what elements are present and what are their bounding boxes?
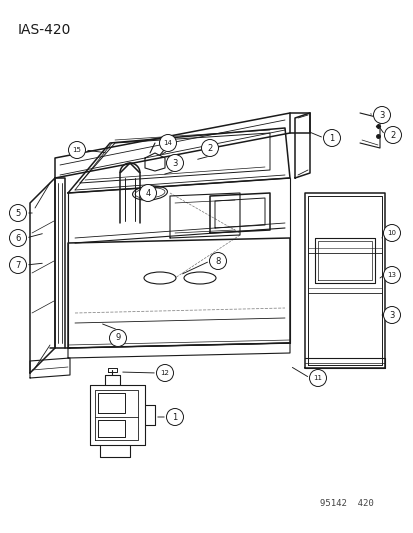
Text: 3: 3 [378, 110, 384, 119]
Circle shape [159, 134, 176, 151]
Text: 3: 3 [172, 158, 177, 167]
Circle shape [373, 107, 389, 124]
Text: 8: 8 [215, 256, 220, 265]
Text: 2: 2 [389, 131, 395, 140]
Circle shape [109, 329, 126, 346]
Circle shape [9, 205, 26, 222]
Text: 12: 12 [160, 370, 169, 376]
Text: 1: 1 [172, 413, 177, 422]
Text: 13: 13 [387, 272, 396, 278]
Circle shape [382, 224, 399, 241]
Text: 5: 5 [15, 208, 21, 217]
Text: 11: 11 [313, 375, 322, 381]
Text: 2: 2 [207, 143, 212, 152]
Text: 3: 3 [388, 311, 394, 319]
Text: IAS-420: IAS-420 [18, 23, 71, 37]
Circle shape [209, 253, 226, 270]
Circle shape [382, 306, 399, 324]
Circle shape [166, 408, 183, 425]
Text: 9: 9 [115, 334, 120, 343]
Circle shape [9, 256, 26, 273]
Text: 1: 1 [329, 133, 334, 142]
Circle shape [323, 130, 339, 147]
Text: 4: 4 [145, 189, 150, 198]
Circle shape [384, 126, 401, 143]
Text: 14: 14 [163, 140, 172, 146]
Text: 95142  420: 95142 420 [319, 499, 373, 508]
Circle shape [309, 369, 326, 386]
Circle shape [382, 266, 399, 284]
Text: 6: 6 [15, 233, 21, 243]
Circle shape [68, 141, 85, 158]
Circle shape [201, 140, 218, 157]
Text: 7: 7 [15, 261, 21, 270]
Circle shape [166, 155, 183, 172]
Circle shape [156, 365, 173, 382]
Circle shape [9, 230, 26, 246]
Circle shape [139, 184, 156, 201]
Text: 10: 10 [387, 230, 396, 236]
Text: 15: 15 [72, 147, 81, 153]
